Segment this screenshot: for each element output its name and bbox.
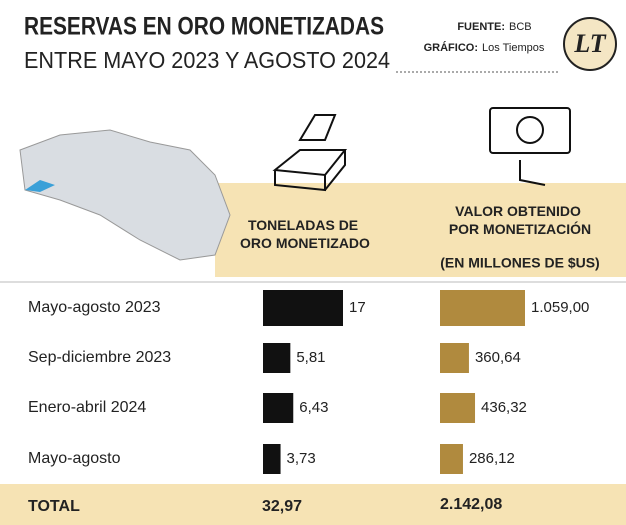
map-lake [25,180,55,192]
value-label: 5,81 [296,349,325,366]
bar [263,343,291,373]
credit-label: GRÁFICO: [424,41,478,54]
bar [440,393,476,423]
series-1-unit: (EN MILLONES DE $US) [440,255,599,271]
money-icon [489,107,571,186]
bar [263,444,281,474]
value-label: 6,43 [299,399,328,416]
value-label: 1.059,00 [531,299,589,316]
bar [440,290,525,326]
total-name: TOTAL [28,498,80,515]
series-1-name: VALOR OBTENIDO POR MONETIZACIÓN [449,203,591,237]
series-0-name: TONELADAS DE ORO MONETIZADO [240,217,370,251]
row-label: Mayo-agosto 2023 [28,299,161,316]
value-label: 3,73 [287,450,316,467]
bar [263,290,343,326]
value-label: 286,12 [469,450,515,467]
row-label: Sep-diciembre 2023 [28,349,171,366]
logo-circle [563,17,617,71]
gold-icon [272,114,348,192]
total-band [0,484,626,525]
row-label: Enero-abril 2024 [28,399,146,416]
header-band [215,183,626,277]
source: BCB [509,21,532,33]
row-label: Mayo-agosto [28,450,121,467]
total-value: 2.142,08 [440,496,502,513]
map [19,129,231,261]
bar [440,444,463,474]
source-label: FUENTE: [457,21,505,33]
logo: LT [573,29,606,58]
value-label: 17 [349,299,366,316]
value-label: 360,64 [475,349,521,366]
chart-title: RESERVAS EN ORO MONETIZADAS [24,13,384,41]
value-label: 436,32 [481,399,527,416]
bar [440,343,469,373]
bar [263,393,294,423]
credit: Los Tiempos [482,42,545,54]
chart-subtitle: ENTRE MAYO 2023 Y AGOSTO 2024 [24,47,390,73]
total-value: 32,97 [262,498,302,515]
